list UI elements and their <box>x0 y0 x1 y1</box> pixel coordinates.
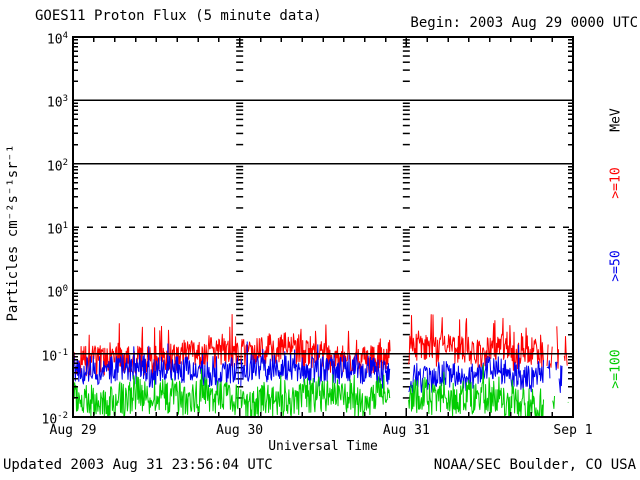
y-tick-label: 104 <box>46 31 68 48</box>
unit-label-mev: MeV <box>608 108 624 132</box>
series-label-1: >=50 <box>608 250 624 282</box>
x-tick-label: Aug 29 <box>49 423 97 438</box>
x-axis-title: Universal Time <box>268 439 378 454</box>
data-source-label: NOAA/SEC Boulder, CO USA <box>433 457 636 473</box>
series-label-0: >=10 <box>608 167 624 199</box>
series-label-2: >=100 <box>608 349 624 389</box>
x-tick-label: Sep 1 <box>553 423 593 438</box>
y-tick-label: 101 <box>46 221 68 238</box>
day-boundary-dash-columns <box>236 39 410 399</box>
series-0-line <box>72 314 568 378</box>
chart-title: GOES11 Proton Flux (5 minute data) <box>35 8 322 24</box>
y-tick-label: 100 <box>46 284 68 301</box>
y-tick-label: 10-1 <box>41 347 69 364</box>
axes-and-grid <box>72 36 574 418</box>
x-tick-label: Aug 30 <box>216 423 264 438</box>
begin-time-label: Begin: 2003 Aug 29 0000 UTC <box>410 15 638 31</box>
series-2-line <box>72 364 569 418</box>
y-tick-label: 102 <box>46 157 68 174</box>
x-tick-label: Aug 31 <box>382 423 430 438</box>
updated-timestamp: Updated 2003 Aug 31 23:56:04 UTC <box>3 457 273 473</box>
y-tick-label: 10-2 <box>41 411 69 428</box>
y-tick-label: 103 <box>46 94 68 111</box>
data-series <box>72 314 569 418</box>
